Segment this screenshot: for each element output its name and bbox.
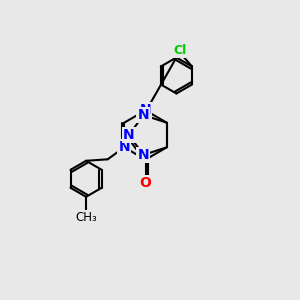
Text: CH₃: CH₃: [75, 211, 97, 224]
Text: N: N: [123, 128, 135, 142]
Text: N: N: [138, 148, 149, 162]
Text: N: N: [118, 140, 130, 154]
Text: N: N: [138, 108, 149, 122]
Text: Cl: Cl: [173, 44, 187, 57]
Text: N: N: [140, 103, 151, 117]
Text: O: O: [140, 176, 152, 190]
